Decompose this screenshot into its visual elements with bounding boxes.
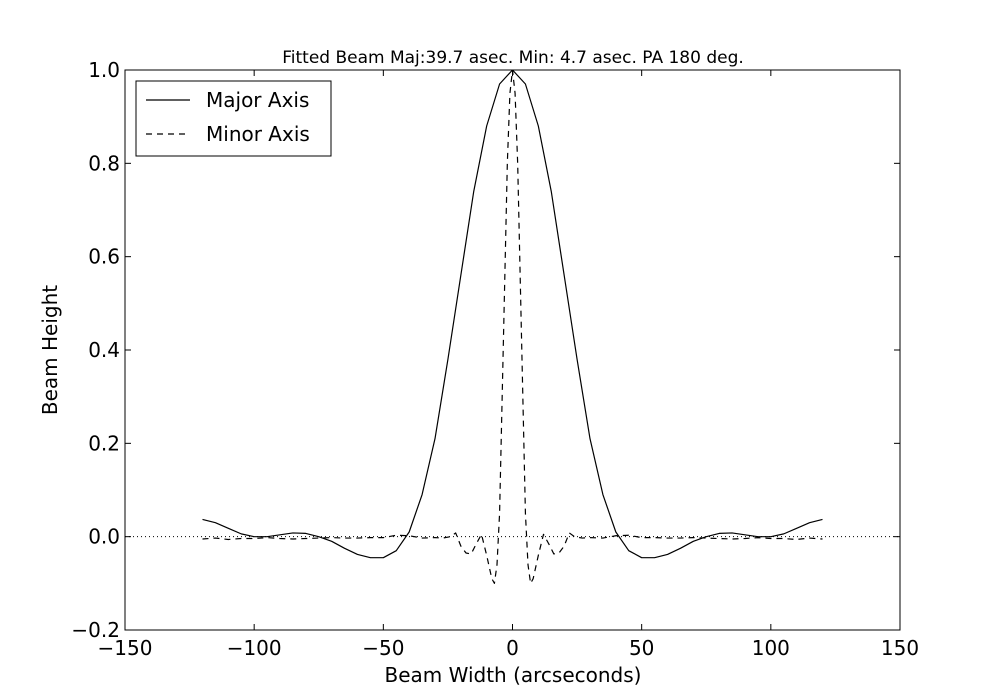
y-tick-label: 0.4: [88, 338, 120, 362]
axis-ticks: [124, 69, 901, 631]
y-tick-label: 0.8: [88, 151, 120, 175]
plot-lines: [125, 70, 900, 584]
y-tick-label: 0.6: [88, 245, 120, 269]
y-tick-label: −0.2: [71, 618, 120, 642]
major-axis-line: [202, 70, 823, 559]
legend-major-label: Major Axis: [206, 88, 309, 112]
x-tick-label: 50: [629, 636, 654, 660]
minor-axis-line: [202, 70, 823, 584]
legend-minor-label: Minor Axis: [206, 122, 310, 146]
legend: Major Axis Minor Axis: [135, 80, 332, 157]
y-axis-label: Beam Height: [38, 285, 62, 415]
x-tick-label: 0: [506, 636, 519, 660]
y-tick-label: 0.2: [88, 431, 120, 455]
axis-tick-labels: −150 −100 −50 0 50 100 150 −0.2 0.0 0.2 0.4 0.6 0.8 1…: [71, 58, 919, 660]
x-tick-label: −50: [362, 636, 404, 660]
x-tick-label: 150: [881, 636, 919, 660]
legend-box: [135, 80, 332, 157]
x-axis-label: Beam Width (arcseconds): [385, 663, 642, 687]
y-tick-label: 1.0: [88, 58, 120, 82]
chart-title: Fitted Beam Maj:39.7 asec. Min: 4.7 asec…: [282, 48, 744, 68]
x-tick-label: −150: [98, 636, 153, 660]
x-tick-label: −100: [227, 636, 282, 660]
series-layer: [125, 70, 900, 584]
x-tick-label: 100: [752, 636, 790, 660]
y-tick-label: 0.0: [88, 525, 120, 549]
